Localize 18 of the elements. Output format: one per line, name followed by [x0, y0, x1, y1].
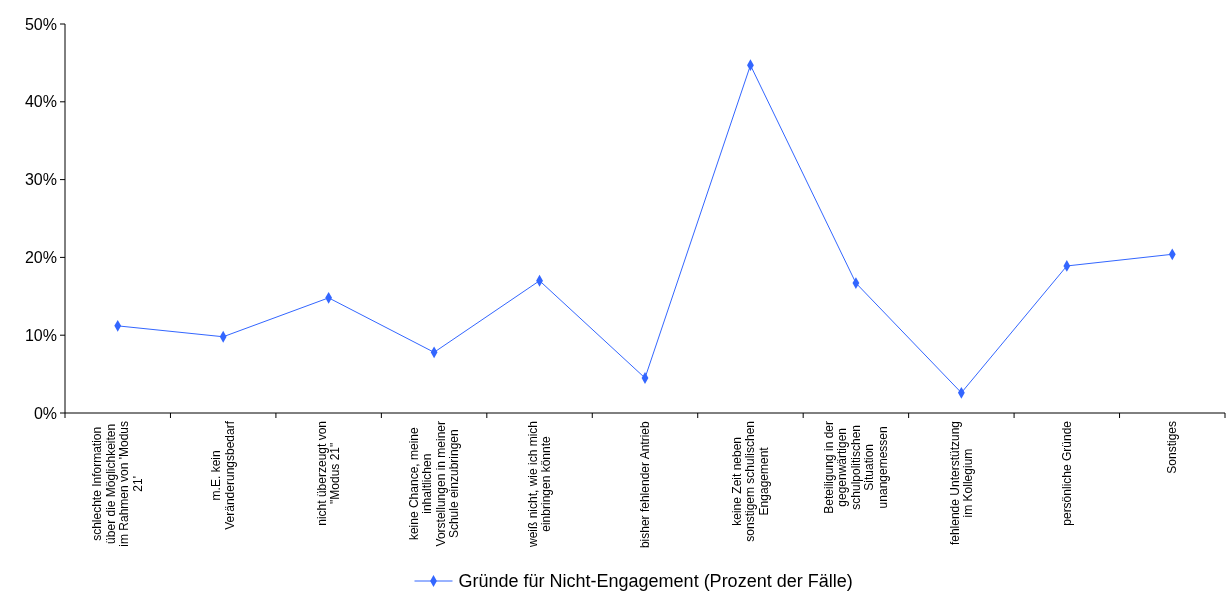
x-tick-label: keine Chance, meine inhaltlichen Vorstellungen in meiner Schule einzubringen [406, 420, 462, 547]
legend-label: Gründe für Nicht-Engagement (Prozent der Fälle) [458, 571, 853, 591]
x-tick-label: schlechte Information über die Möglichkeiten im Rahmen von 'Modus 21' [90, 421, 145, 547]
x-tick-label: weiß nicht, wie ich mich einbringen könnte [525, 420, 554, 549]
y-tick-label: 10% [24, 326, 57, 344]
x-tick-label: nicht überzeugt von "Modus 21" [314, 420, 343, 526]
x-tick-label: bisher fehlender Antrieb [638, 421, 652, 549]
x-tick-label: Sonstiges [1165, 421, 1180, 474]
x-tick-label: Beteiligung in der gegenwärtigen schulpolitischen Situation unangemessen [821, 421, 890, 514]
x-tick-label: fehlende Unterstützung im Kollegium [947, 421, 976, 546]
y-tick-label: 40% [24, 93, 57, 111]
y-tick-label: 50% [24, 15, 57, 33]
y-tick-label: 30% [24, 171, 57, 189]
y-tick-label: 20% [24, 249, 57, 266]
x-tick-label: m.E. kein Veränderungsbedarf [209, 420, 237, 530]
x-tick-label: persönliche Gründe [1059, 420, 1074, 526]
x-tick-label: keine Zeit neben sonstigem schulischen Engagement [729, 421, 771, 542]
y-tick-label: 0% [33, 404, 57, 422]
